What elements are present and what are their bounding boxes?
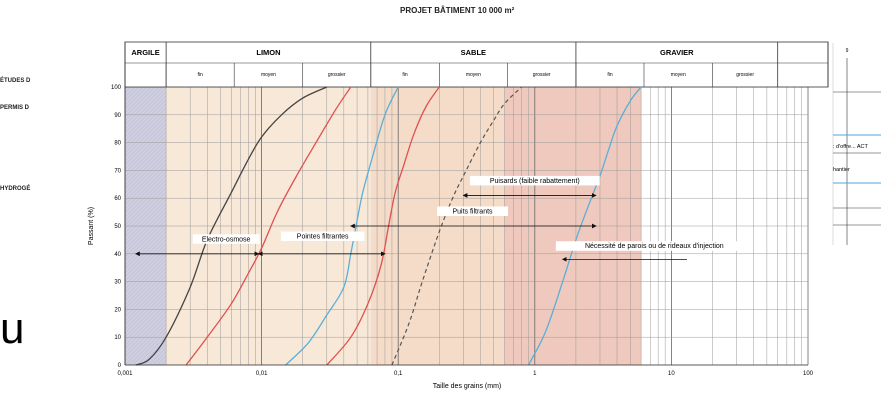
clay-hatch-line [125, 291, 167, 334]
y-tick-label: 10 [114, 335, 121, 341]
grading-curve-2 [185, 86, 352, 366]
y-tick-label: 100 [111, 85, 122, 91]
annotation-label-2: Pointes filtrantes [297, 234, 349, 241]
right-panel-fragment: 9 : d'offre... ACT hantier [832, 43, 881, 245]
header-sub-label: moyen [671, 72, 686, 78]
clay-hatch-line [125, 103, 167, 146]
grading-curve-4 [326, 86, 440, 366]
header-sub-label: moyen [261, 72, 276, 78]
header-main-label: GRAVIER [660, 48, 694, 57]
annotation-label-1: Electro-osmose [202, 236, 251, 243]
clay-hatch-line [125, 303, 167, 346]
clay-hatch-line [125, 287, 167, 330]
clay-hatch-line [125, 311, 167, 354]
annotation-label-bg [437, 206, 509, 216]
side-label-hydro: HYDROGÉ [0, 186, 31, 192]
clay-hatch-line [125, 131, 167, 174]
clay-hatch-line [125, 307, 167, 350]
clay-hatch-line [125, 119, 167, 162]
clay-hatch-line [125, 115, 167, 158]
side-label-etudes: ÉTUDES D [0, 78, 31, 84]
grading-curve-6 [527, 86, 642, 366]
y-tick-label: 70 [114, 168, 121, 174]
x-tick-label: 10 [668, 371, 675, 377]
x-tick-label: 0,01 [256, 371, 268, 377]
header-main-label: ARGILE [131, 48, 159, 57]
x-axis-label: Taille des grains (mm) [433, 383, 501, 390]
header-sub-label: fin [607, 72, 613, 78]
x-tick-label: 100 [803, 371, 814, 377]
y-tick-label: 0 [118, 363, 122, 369]
header-main-label: SABLE [461, 48, 486, 57]
header-main-label: LIMON [256, 48, 280, 57]
x-tick-label: 1 [533, 371, 537, 377]
y-tick-label: 30 [114, 280, 121, 286]
annotation-label-bg [192, 234, 260, 244]
clay-hatch-line [125, 127, 167, 170]
x-tick-label: 0,1 [394, 371, 403, 377]
side-label-permis: PERMIS D [0, 105, 30, 111]
clay-hatch-line [125, 315, 167, 358]
y-tick-label: 50 [114, 224, 121, 230]
annotation-label-5: Nécessité de parois ou de rideaux d'inje… [585, 243, 724, 250]
clay-hatch-line [0, 87, 115, 365]
y-tick-label: 40 [114, 252, 121, 258]
y-tick-label: 90 [114, 113, 121, 119]
header-sub-label: grossier [533, 72, 551, 78]
clay-hatch-line [125, 295, 167, 338]
clay-hatch-line [125, 123, 167, 166]
y-tick-label: 80 [114, 141, 121, 147]
clay-hatch-line [125, 99, 167, 142]
header-sub-label: fin [198, 72, 204, 78]
annotation-label-3: Puisards (faible rabattement) [490, 178, 580, 185]
clay-hatch-line [125, 87, 128, 90]
clay-hatch-line [0, 87, 123, 365]
annotations: Electro-osmose Pointes filtrantes Puisards… [135, 175, 753, 262]
header-sub-label: grossier [328, 72, 346, 78]
project-title: PROJET BÂTIMENT 10 000 m² [400, 6, 515, 15]
clay-hatch-line [125, 87, 132, 94]
clay-hatch-line [125, 87, 144, 106]
clay-hatch-line [125, 107, 167, 150]
clay-hatch-line [125, 111, 167, 154]
clay-hatch-line [0, 87, 119, 365]
annotation-label-bg [280, 231, 365, 242]
right-panel-text: hantier [833, 167, 850, 173]
soil-class-header: ARGILE LIMON SABLE GRAVIER fin moyen grossier f… [124, 41, 829, 88]
annotation-label-bg [555, 241, 753, 251]
header-sub-label: moyen [466, 72, 481, 78]
annotation-label-4: Puits filtrants [452, 208, 493, 215]
axes: 0 10 20 30 40 50 60 70 80 90 100 0,001 0,01 0,1 1 10 100 [111, 85, 814, 377]
x-tick-label: 0,001 [117, 371, 133, 377]
right-panel-number: 9 [846, 48, 849, 54]
annotation-label-bg [469, 175, 600, 186]
right-panel-text: : d'offre... ACT [833, 144, 869, 150]
clay-hatch-line [125, 279, 167, 322]
header-frame [124, 41, 829, 88]
y-tick-label: 20 [114, 307, 121, 313]
grading-curve-5 [391, 86, 523, 366]
grading-curve-1 [135, 86, 328, 366]
y-tick-label: 60 [114, 196, 121, 202]
header-sub-label: fin [402, 72, 408, 78]
clay-hatch-line [125, 299, 167, 342]
clay-hatch-line [125, 95, 167, 138]
y-axis-label: Passant (%) [88, 207, 95, 245]
cropped-text-fragment: u [0, 304, 25, 353]
clay-hatch-line [125, 283, 167, 326]
header-sub-label: grossier [736, 72, 754, 78]
